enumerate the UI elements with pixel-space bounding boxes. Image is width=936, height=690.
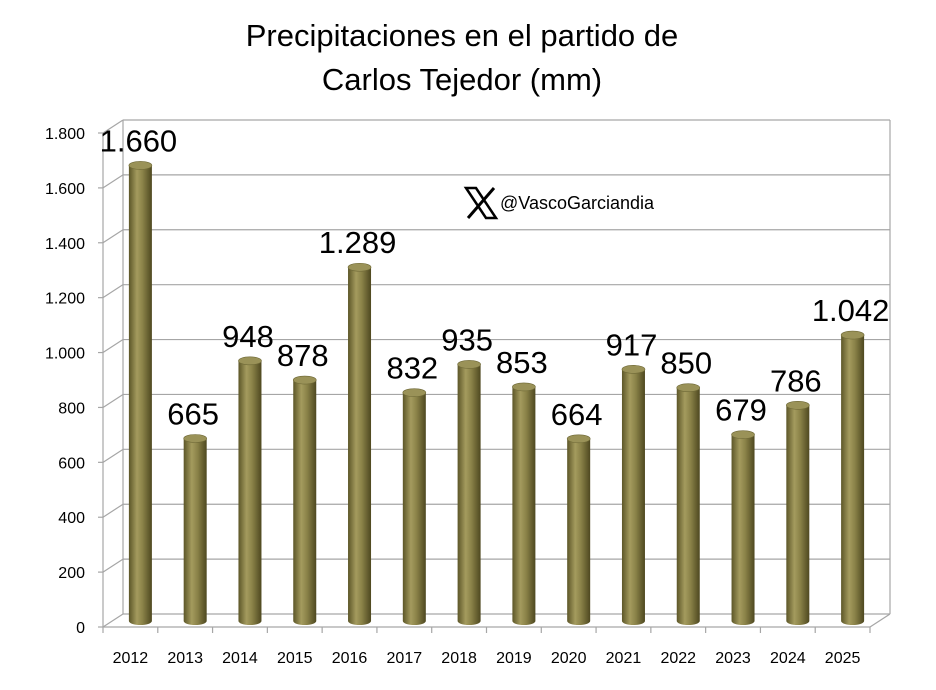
bar [676, 383, 701, 625]
data-label: 832 [386, 351, 438, 386]
bar-top [676, 383, 701, 393]
y-tick-label: 1.800 [45, 126, 85, 143]
bar-body [731, 434, 755, 625]
bar-body [567, 438, 591, 625]
watermark-handle: @VascoGarciandia [500, 193, 655, 213]
gridline-side [102, 503, 124, 518]
bar [347, 262, 372, 625]
data-label: 948 [222, 319, 274, 354]
y-tick-label: 800 [58, 400, 85, 417]
gridline-side [102, 119, 124, 134]
y-tick-label: 400 [58, 510, 85, 527]
bar [183, 434, 207, 625]
chart-title-line1: Precipitaciones en el partido de [246, 18, 679, 53]
x-tick-label: 2018 [441, 650, 477, 667]
data-label: 1.660 [100, 123, 178, 158]
bar-top [402, 388, 427, 397]
bar-body [457, 364, 481, 625]
data-label: 1.289 [319, 225, 397, 260]
x-tick-label: 2016 [332, 650, 368, 667]
bar-top [566, 434, 591, 444]
y-tick-label: 1.000 [45, 346, 85, 363]
bar [238, 356, 262, 625]
x-tick-label: 2021 [606, 650, 642, 667]
gridline-side [102, 613, 124, 628]
y-tick-label: 200 [58, 565, 85, 582]
bar-body [348, 267, 372, 625]
x-tick-label: 2019 [496, 650, 532, 667]
bar-body [512, 386, 536, 625]
bar-top [238, 356, 262, 366]
data-label: 664 [551, 397, 603, 432]
bar-body [841, 335, 865, 625]
bar-body [293, 380, 317, 625]
bar-body [621, 369, 645, 625]
bar-body [128, 165, 152, 625]
data-label: 850 [660, 346, 712, 381]
x-tick-label: 2020 [551, 650, 587, 667]
chart-title-line2: Carlos Tejedor (mm) [322, 62, 602, 97]
bar [566, 434, 591, 625]
data-label: 665 [167, 396, 219, 431]
x-tick-label: 2012 [113, 650, 149, 667]
y-tick-label: 1.400 [45, 236, 85, 253]
data-label: 786 [770, 363, 822, 398]
gridline-side [102, 284, 124, 299]
bar [840, 330, 865, 625]
bar-top [457, 360, 481, 369]
bar [457, 360, 481, 625]
bar [731, 430, 755, 625]
gridline-side [102, 229, 124, 244]
bar-body [676, 387, 700, 625]
bar-top [731, 430, 755, 439]
bar [621, 365, 646, 625]
bar-top [786, 400, 810, 410]
bar-body [786, 405, 810, 625]
bar-top [840, 330, 865, 340]
x-logo-icon [463, 186, 499, 220]
bar-top [183, 434, 207, 443]
y-tick-label: 1.200 [45, 291, 85, 308]
x-tick-label: 2022 [660, 650, 696, 667]
floor-right-edge [869, 613, 891, 628]
bar-top [128, 161, 153, 170]
bar [292, 375, 317, 625]
bar-body [183, 438, 207, 625]
gridline-side [102, 339, 124, 354]
bar [512, 382, 536, 625]
gridline-side [102, 174, 124, 189]
data-label: 935 [441, 322, 493, 357]
x-tick-label: 2017 [387, 650, 423, 667]
y-tick-label: 0 [76, 620, 85, 637]
x-tick-label: 2023 [715, 650, 751, 667]
bar [402, 388, 427, 625]
gridline-side [102, 448, 124, 463]
bar [786, 400, 810, 625]
y-tick-label: 1.600 [45, 181, 85, 198]
x-tick-label: 2024 [770, 650, 806, 667]
x-tick-label: 2013 [167, 650, 203, 667]
data-label: 917 [606, 327, 658, 362]
gridline-side [102, 558, 124, 573]
bar-top [347, 262, 372, 272]
bar-body [402, 392, 426, 625]
x-tick-label: 2014 [222, 650, 258, 667]
bar-body [238, 360, 262, 625]
bar-top [292, 375, 317, 385]
watermark: @VascoGarciandia [463, 186, 655, 220]
bar-top [512, 382, 536, 392]
y-tick-label: 600 [58, 455, 85, 472]
x-tick-label: 2015 [277, 650, 313, 667]
data-label: 1.042 [812, 293, 890, 328]
data-label: 679 [715, 393, 767, 428]
x-tick-label: 2025 [825, 650, 861, 667]
data-label: 878 [277, 338, 329, 373]
data-label: 853 [496, 345, 548, 380]
gridline-side [102, 393, 124, 408]
bar-top [621, 365, 646, 374]
bar [128, 161, 153, 625]
